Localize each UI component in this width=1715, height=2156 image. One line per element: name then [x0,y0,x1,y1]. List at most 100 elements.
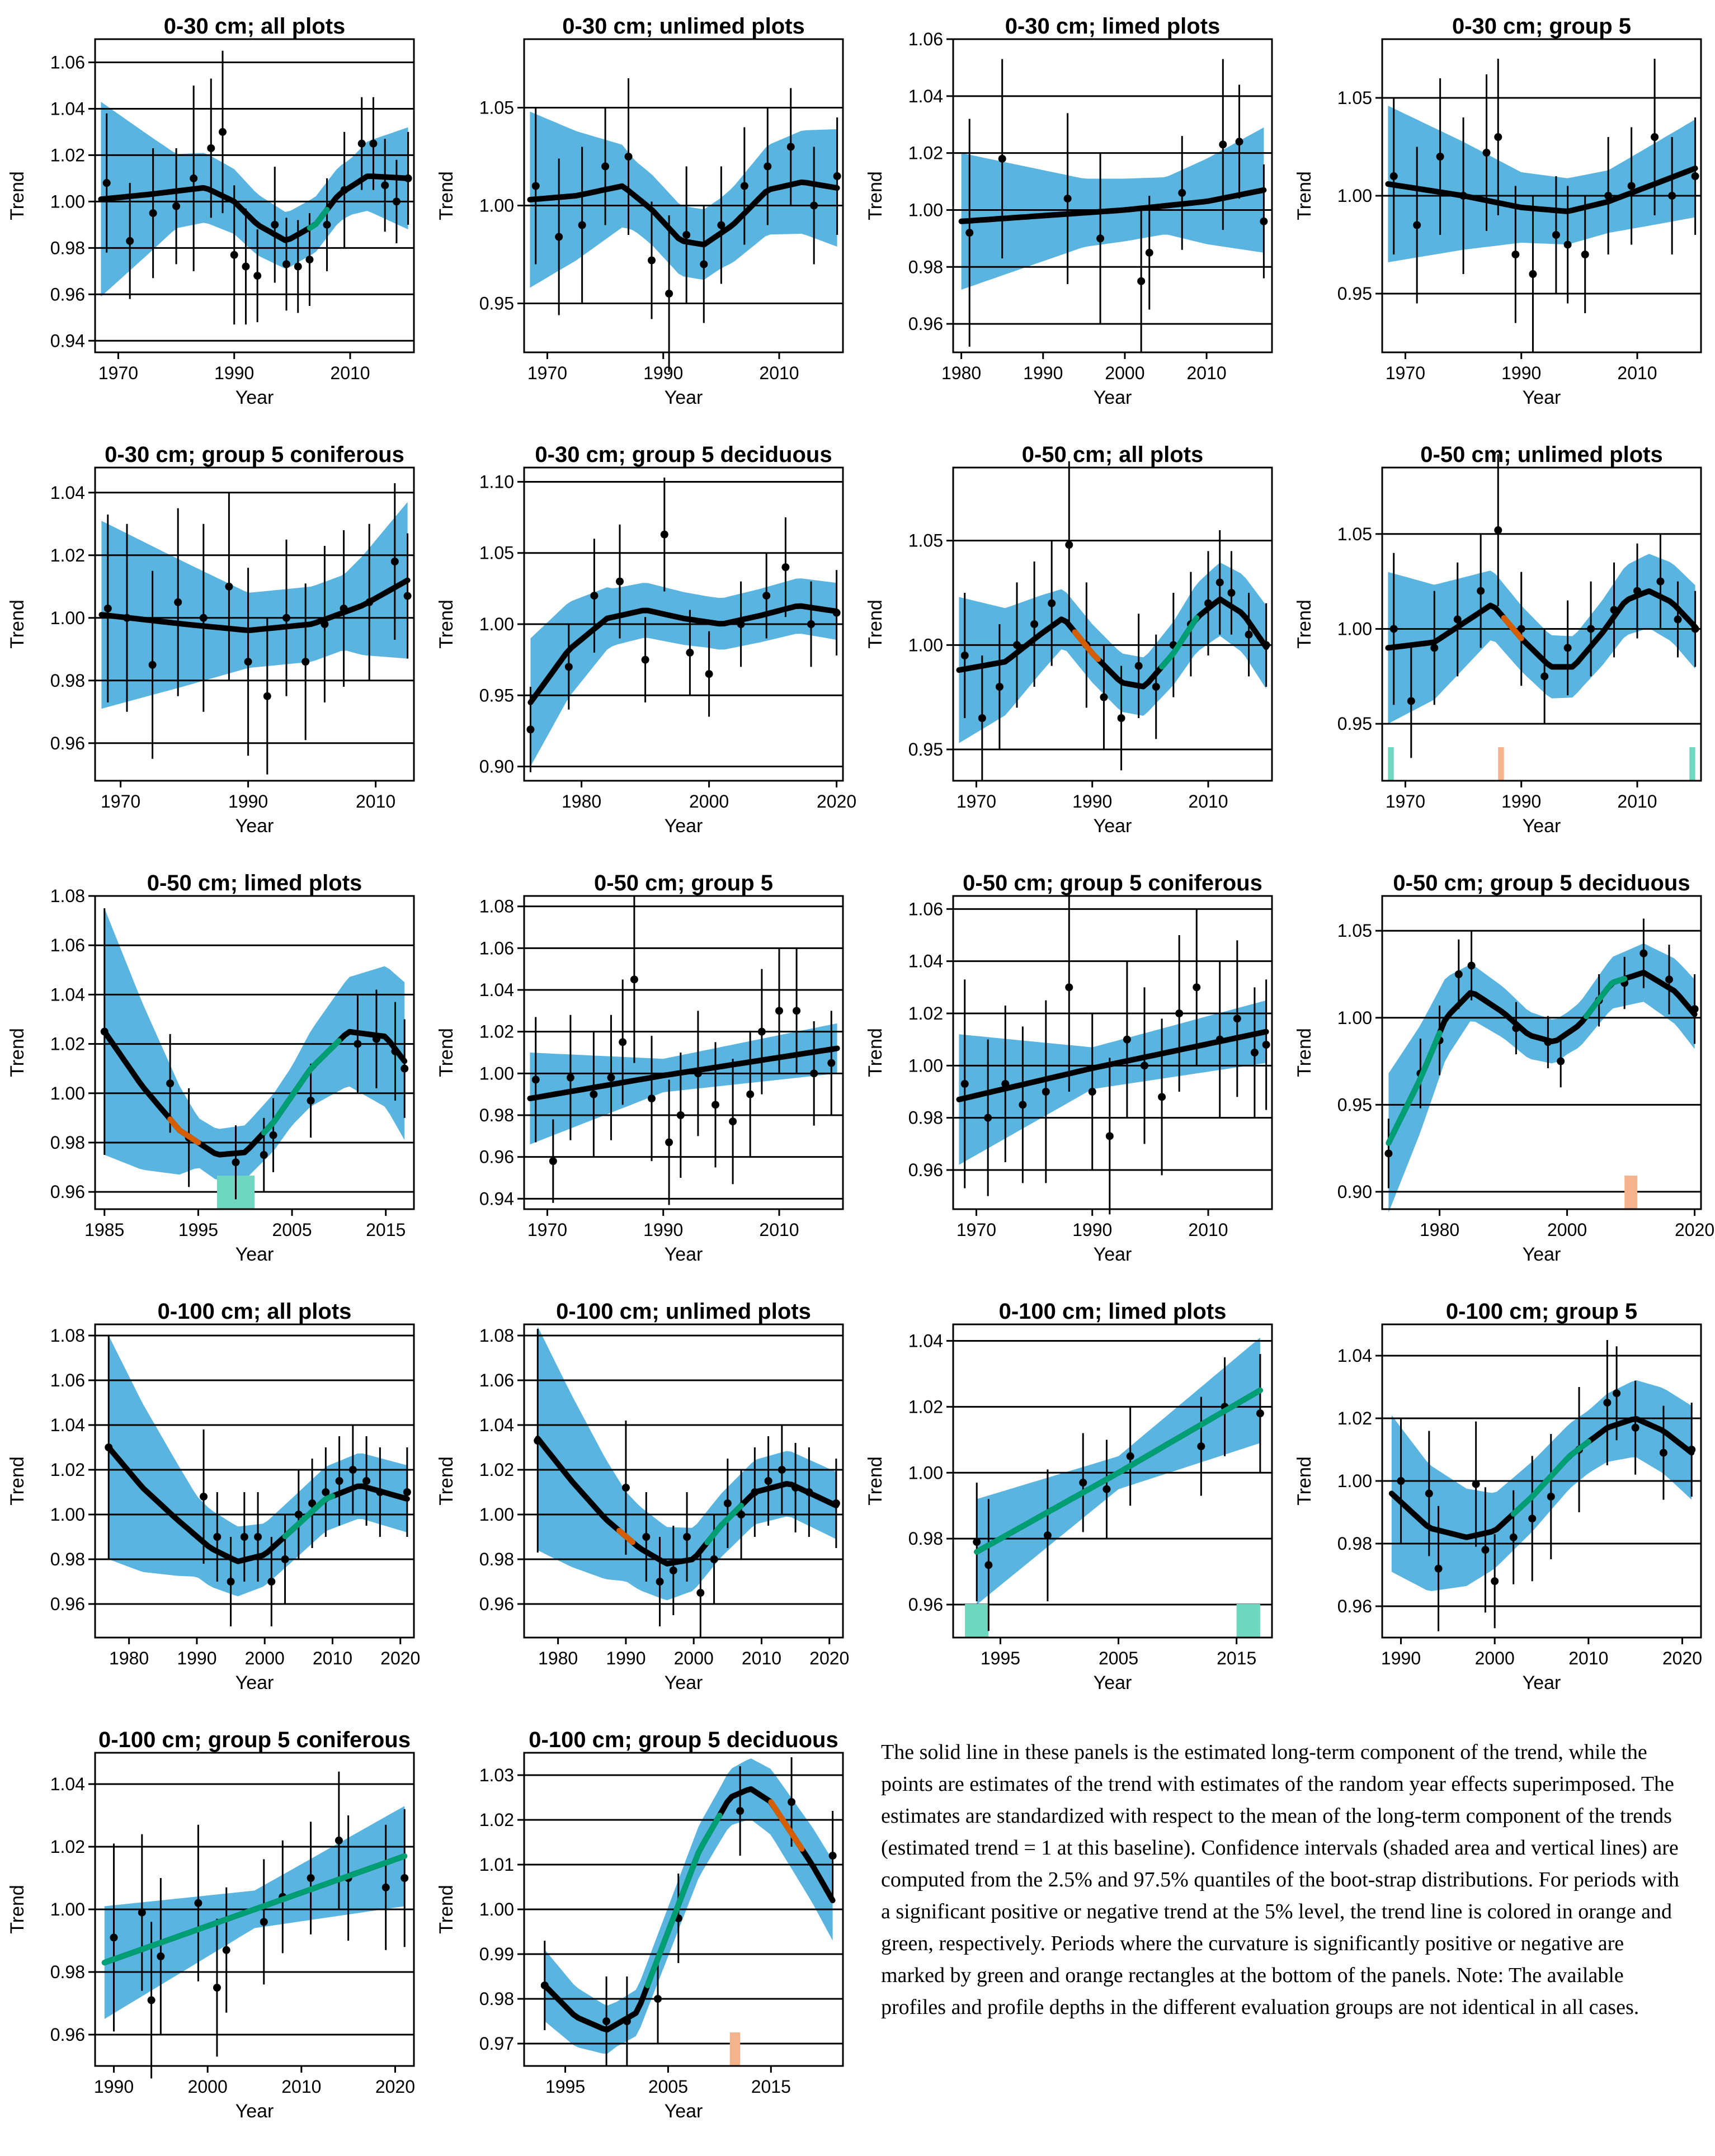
y-tick-label: 1.02 [479,1460,514,1480]
confidence-band [1388,554,1695,724]
data-point [1581,251,1589,258]
data-point [227,1578,235,1586]
x-tick-label: 2005 [648,2077,688,2097]
y-tick-label: 1.00 [479,1504,514,1525]
y-tick-label: 0.96 [908,314,943,334]
x-tick-label: 1985 [84,1220,124,1240]
y-axis-label: Trend [1294,600,1315,649]
data-point [1227,589,1236,597]
y-tick-label: 0.98 [1337,1534,1372,1554]
y-tick-label: 1.08 [50,886,85,906]
y-tick-label: 1.04 [479,1415,514,1435]
data-point [984,1561,993,1569]
confidence-band [109,1336,407,1597]
y-tick-label: 0.98 [50,671,85,691]
y-tick-label: 0.98 [908,257,943,277]
plot-frame [523,895,844,1210]
chart-title: 0-50 cm; limed plots [147,871,362,895]
data-point [1557,1057,1565,1065]
data-point [833,172,841,180]
data-point [403,592,412,600]
data-point [648,256,656,265]
data-point [307,1874,315,1882]
data-point [762,592,771,600]
x-axis-label: Year [235,1244,274,1265]
y-tick-label: 1.08 [50,1325,85,1346]
plot-frame [523,1323,844,1639]
y-tick-label: 1.05 [1337,88,1372,108]
y-axis-label: Trend [436,1028,457,1077]
data-point [810,201,818,210]
data-point [1631,1423,1639,1432]
data-point [334,1836,343,1844]
y-tick-label: 1.00 [479,1899,514,1919]
data-point [740,182,748,190]
y-tick-label: 0.98 [908,1108,943,1128]
chart-panel: 0.96 0.98 1.00 1.02 1.04 1.06 1970 1990 2010 0-50… [865,871,1273,1265]
data-point [1639,949,1648,957]
y-tick-label: 1.00 [1337,1471,1372,1491]
chart-panel: 0.95 1.00 1.05 1970 1990 2010 0-50 cm; all plo… [865,442,1273,837]
data-point [578,221,586,229]
data-point [1528,1515,1537,1523]
trend-segment-positive [101,1853,408,1966]
chart-title: 0-30 cm; group 5 deciduous [535,442,832,467]
y-tick-label: 1.00 [1337,619,1372,639]
data-point [282,260,290,268]
data-point [1042,1088,1050,1096]
x-tick-label: 1990 [1501,363,1541,383]
data-point [213,1984,221,1992]
data-point [403,1488,411,1496]
data-point [781,563,790,572]
figure-caption: The solid line in these panels is the es… [881,1740,1679,2019]
y-tick-label: 0.98 [479,1105,514,1125]
data-point [973,1538,981,1546]
data-point [174,598,182,606]
y-tick-label: 1.02 [1337,1408,1372,1428]
data-point [1494,526,1502,534]
x-tick-label: 2010 [281,2077,321,2097]
y-tick-label: 0.95 [479,294,514,314]
y-tick-label: 1.03 [479,1765,514,1785]
y-tick-label: 0.96 [1337,1596,1372,1616]
data-point [1256,1409,1264,1418]
data-point [225,582,233,591]
data-point [126,237,134,245]
y-axis-label: Trend [865,171,886,220]
trend-line [98,173,411,243]
y-axis-label: Trend [436,600,457,649]
data-point [242,262,250,271]
x-tick-label: 1970 [527,363,567,383]
confidence-band [544,1758,833,2054]
y-axis-label: Trend [436,1885,457,1934]
chart-title: 0-100 cm; group 5 coniferous [98,1728,411,1752]
plot-frame [94,38,415,353]
data-point [978,714,986,722]
data-point [778,1466,786,1474]
y-tick-label: 1.05 [479,98,514,118]
data-point [1467,961,1476,970]
data-point [1563,240,1572,249]
x-tick-label: 2010 [1188,1220,1228,1240]
trend-line [1385,588,1698,670]
data-point [549,1157,557,1166]
y-tick-label: 0.95 [1337,284,1372,304]
y-tick-label: 0.95 [1337,714,1372,734]
data-point [786,143,795,151]
y-tick-label: 0.96 [50,2025,85,2045]
data-point [656,1578,664,1586]
x-tick-label: 2010 [1617,363,1657,383]
data-point [1384,1149,1393,1158]
data-point [1656,577,1665,586]
y-tick-label: 1.04 [50,1415,85,1435]
x-tick-label: 1990 [1072,1220,1112,1240]
y-tick-label: 1.10 [479,471,514,492]
data-point [1030,620,1039,628]
y-axis-label: Trend [865,1028,886,1077]
data-point [564,663,573,671]
data-point [984,1114,992,1122]
data-point [1472,1480,1480,1488]
data-point [1262,1041,1270,1049]
y-tick-label: 1.00 [1337,186,1372,206]
